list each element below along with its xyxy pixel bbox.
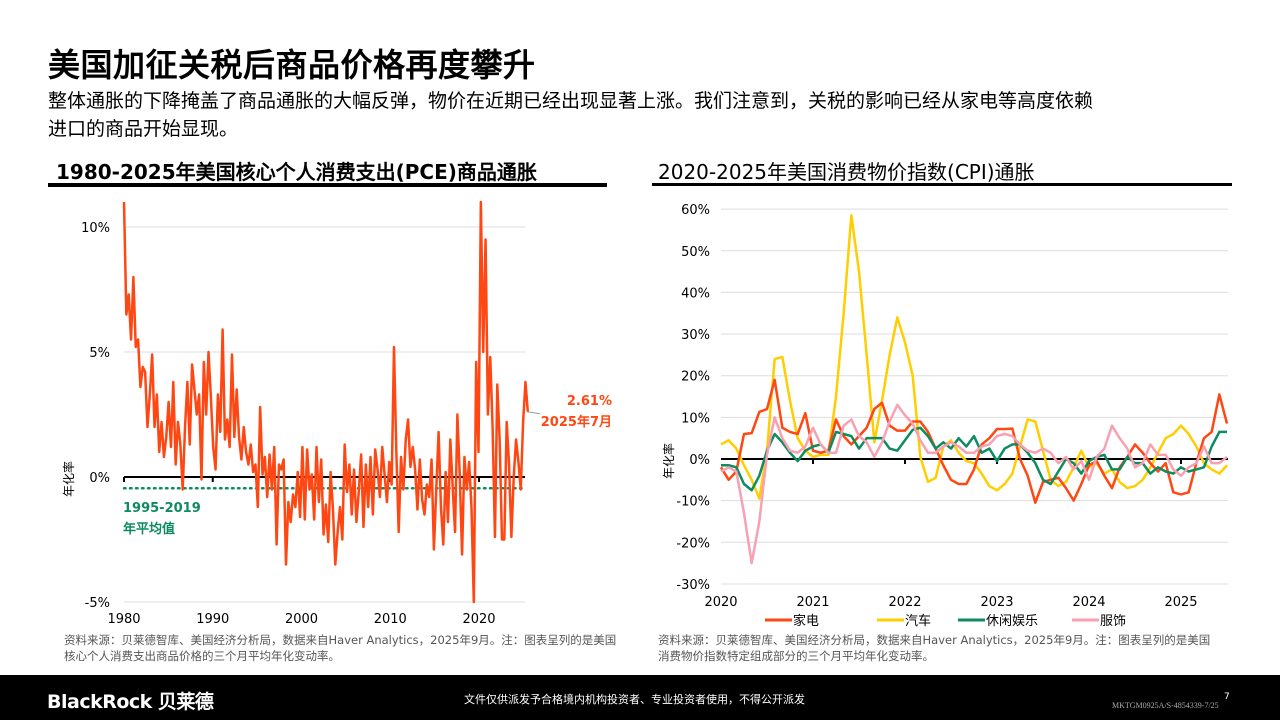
y-tick-label: -20%	[676, 536, 710, 551]
page-subtitle-line2: 进口的商品开始显现。	[48, 118, 239, 140]
page-subtitle-line1: 整体通胀的下降掩盖了商品通胀的大幅反弹，物价在近期已经出现显著上涨。我们注意到，…	[48, 90, 1094, 112]
y-tick-label: 20%	[681, 370, 710, 385]
x-tick-label: 2010	[374, 612, 407, 627]
left-chart: 10% 5% 0% -5%1980 1990 2000 2010 2020 年化率 1995-20…	[61, 200, 612, 627]
y-tick-label: 30%	[681, 328, 710, 343]
footer: BlackRock 贝莱德 文件仅供派发予合格境内机构投资者、专业投资者使用，不…	[0, 675, 1280, 720]
y-axis-label: 年化率	[61, 461, 76, 497]
series-line-0	[719, 378, 1229, 504]
x-tick-label: 2024	[1072, 595, 1105, 610]
x-tick-label: 2025	[1164, 595, 1197, 610]
right-source-note: 资料来源：贝莱德智库、美国经济分析局，数据来自Haver Analytics，2…	[658, 633, 1211, 663]
series-line-3	[720, 403, 1228, 565]
y-tick-label: 40%	[681, 286, 710, 301]
series-line-1	[720, 214, 1228, 500]
x-tick-label: 1980	[107, 612, 140, 627]
legend-label: 休闲娱乐	[986, 614, 1038, 629]
document-code: MKTGM0925A/S-4854339-7/25	[1112, 701, 1219, 710]
pce-goods-inflation-line	[122, 200, 530, 604]
x-tick-label: 2023	[980, 595, 1013, 610]
left-chart-title: 1980-2025年美国核心个人消费支出(PCE)商品通胀	[56, 160, 537, 184]
average-label: 1995-2019	[123, 501, 201, 516]
y-tick-label: 50%	[681, 245, 710, 260]
y-tick-label: 5%	[89, 346, 110, 361]
legend-label: 服饰	[1100, 614, 1126, 629]
right-chart: 60% 50% 40% 30% 20% 10% 0% -10% -20% -30% 2020 2021…	[661, 203, 1229, 629]
annotation-leader	[526, 411, 541, 415]
x-tick-label: 1990	[196, 612, 229, 627]
y-tick-label: 0%	[89, 471, 110, 486]
y-tick-label: 60%	[681, 203, 710, 218]
x-tick-label: 2020	[704, 595, 737, 610]
y-tick-label: -5%	[85, 596, 110, 611]
left-chart-rule	[48, 183, 607, 187]
right-chart-rule	[652, 183, 1232, 186]
y-axis-label: 年化率	[661, 443, 676, 479]
last-value-label: 2.61%	[567, 394, 612, 409]
legend-label: 汽车	[905, 613, 931, 629]
footer-disclaimer: 文件仅供派发予合格境内机构投资者、专业投资者使用，不得公开派发	[464, 693, 805, 706]
right-chart-title: 2020-2025年美国消费物价指数(CPI)通胀	[658, 160, 1035, 184]
y-tick-label: 0%	[689, 453, 710, 468]
y-tick-label: 10%	[81, 221, 110, 236]
y-tick-label: 10%	[681, 411, 710, 426]
y-tick-label: -30%	[676, 578, 710, 593]
last-date-label: 2025年7月	[541, 414, 612, 430]
y-tick-label: -10%	[676, 495, 710, 510]
average-label: 年平均值	[123, 521, 175, 537]
page-title: 美国加征关税后商品价格再度攀升	[48, 46, 536, 84]
x-tick-label: 2000	[285, 612, 318, 627]
legend-label: 家电	[793, 613, 819, 629]
page-number: 7	[1224, 692, 1230, 702]
blackrock-logo: BlackRock 贝莱德	[47, 691, 214, 713]
x-tick-label: 2020	[462, 612, 495, 627]
x-tick-label: 2022	[888, 595, 921, 610]
left-source-note: 资料来源：贝莱德智库、美国经济分析局，数据来自Haver Analytics，2…	[64, 633, 617, 663]
x-tick-label: 2021	[796, 595, 829, 610]
